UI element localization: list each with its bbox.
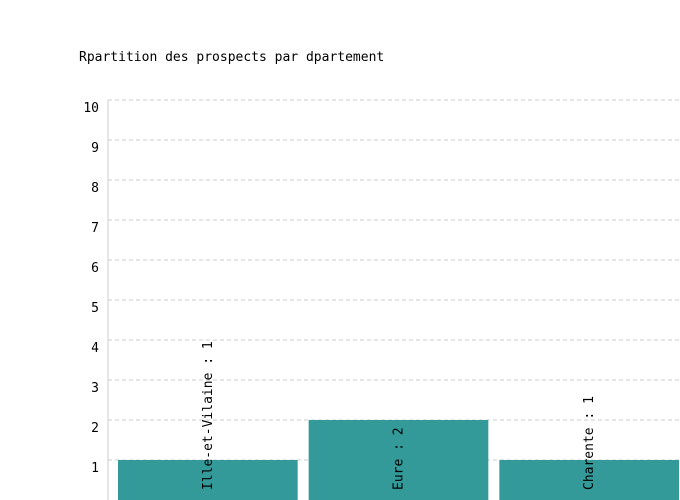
chart-title: Rpartition des prospects par dpartement: [79, 50, 385, 65]
data-label-eure: Eure : 2: [392, 427, 407, 490]
data-label-charente: Charente : 1: [582, 396, 597, 490]
y-tick-label-2: 2: [91, 421, 99, 436]
y-tick-label-10: 10: [83, 101, 99, 116]
y-tick-label-7: 7: [91, 221, 99, 236]
y-tick-label-8: 8: [91, 181, 99, 196]
bar-ille-et-vilaine: [118, 460, 298, 500]
y-tick-label-3: 3: [91, 381, 99, 396]
data-label-ille-et-vilaine: Ille-et-Vilaine : 1: [201, 341, 216, 490]
y-tick-label-4: 4: [91, 341, 99, 356]
y-tick-label-5: 5: [91, 301, 99, 316]
y-tick-label-9: 9: [91, 141, 99, 156]
y-tick-label-6: 6: [91, 261, 99, 276]
y-tick-label-1: 1: [91, 461, 99, 476]
bar-eure: [308, 420, 489, 500]
bar-charente: [499, 460, 679, 500]
